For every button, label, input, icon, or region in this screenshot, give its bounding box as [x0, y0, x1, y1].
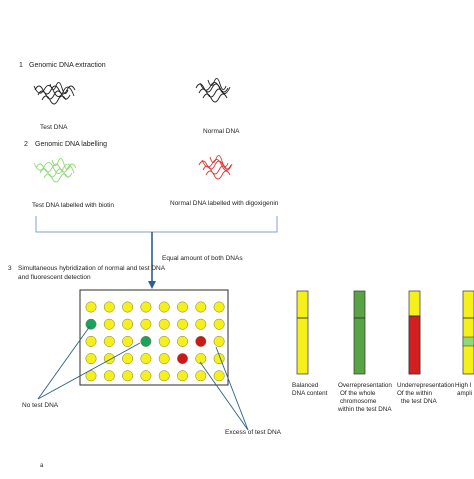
spot-balanced: [103, 318, 115, 330]
spot-balanced: [158, 370, 170, 382]
excess-test-dna-label: Excess of test DNA: [225, 429, 282, 436]
spot-no-test-dna: [140, 335, 152, 347]
chromosome-label-amplification: High l ampli: [455, 382, 473, 397]
spot-balanced: [195, 353, 207, 365]
spot-balanced: [177, 370, 188, 382]
spot-balanced: [122, 353, 134, 365]
spot-balanced: [158, 318, 170, 330]
spot-balanced: [158, 353, 170, 365]
spot-balanced: [140, 370, 152, 382]
test-dna-biotin-squiggle: [33, 158, 77, 183]
spot-balanced: [122, 301, 134, 313]
spot-balanced: [85, 370, 97, 382]
test-dna-label: Test DNA: [40, 124, 68, 131]
test-dna-squiggle: [33, 82, 76, 105]
chromosome-high-level-amplification: [462, 290, 474, 375]
spot-balanced: [140, 353, 152, 365]
chromosome-balanced: [296, 290, 309, 375]
spot-balanced: [122, 370, 134, 382]
no-test-dna-label: No test DNA: [22, 402, 59, 409]
merge-bracket: [35, 216, 278, 233]
spot-balanced: [195, 301, 207, 313]
spot-balanced: [122, 318, 134, 330]
step3-number: 3: [8, 265, 12, 272]
spot-balanced: [85, 301, 97, 313]
spot-excess-test-dna: [177, 353, 188, 365]
spot-balanced: [213, 335, 225, 347]
spot-balanced: [177, 301, 188, 313]
chromosome-underrepresentation: [408, 290, 421, 375]
down-arrow-head: [148, 281, 156, 289]
step1-number: 1: [19, 62, 23, 69]
spot-balanced: [122, 335, 134, 347]
spot-balanced: [177, 318, 188, 330]
step2-number: 2: [24, 141, 28, 148]
step1-label: Genomic DNA extraction: [29, 62, 106, 69]
spot-balanced: [195, 370, 207, 382]
chromosome-label-balanced: Balanced DNA content: [292, 382, 328, 397]
test-dna-biotin-label: Test DNA labelled with biotin: [32, 202, 114, 209]
spot-balanced: [213, 318, 225, 330]
spot-balanced: [177, 335, 188, 347]
normal-dna-label: Normal DNA: [203, 128, 240, 135]
step2-label: Genomic DNA labelling: [35, 141, 107, 148]
spot-no-test-dna: [85, 318, 97, 330]
spot-balanced: [213, 370, 225, 382]
spot-balanced: [140, 301, 152, 313]
chromosome-label-overrepresentation: Overrepresentation Of the whole chromoso…: [337, 382, 394, 413]
chromosome-label-underrepresentation: Underrepresentation Of the within the te…: [397, 382, 456, 405]
spot-balanced: [213, 301, 225, 313]
chromosome-overrepresentation: [353, 290, 366, 375]
spot-balanced: [158, 301, 170, 313]
normal-dna-digoxigenin-squiggle: [198, 155, 233, 180]
spot-balanced: [158, 335, 170, 347]
step3-line1: Simultaneous hybridization of normal and…: [18, 265, 166, 272]
normal-dna-squiggle: [195, 78, 231, 103]
spot-balanced: [103, 370, 115, 382]
spot-balanced: [103, 301, 115, 313]
spot-balanced: [140, 318, 152, 330]
spot-balanced: [195, 318, 207, 330]
spot-balanced: [85, 353, 97, 365]
normal-dna-digoxigenin-label: Normal DNA labelled with digoxigenin: [170, 200, 279, 207]
pointer-lines: [37, 325, 249, 431]
equal-amount-label: Equal amount of both DNAs: [162, 255, 243, 262]
panel-marker: a: [40, 463, 44, 469]
step3-line2: and fluorescent detection: [18, 274, 91, 281]
microarray-spots: [85, 301, 225, 382]
spot-excess-test-dna: [195, 335, 207, 347]
spot-balanced: [85, 335, 97, 347]
spot-balanced: [103, 335, 115, 347]
